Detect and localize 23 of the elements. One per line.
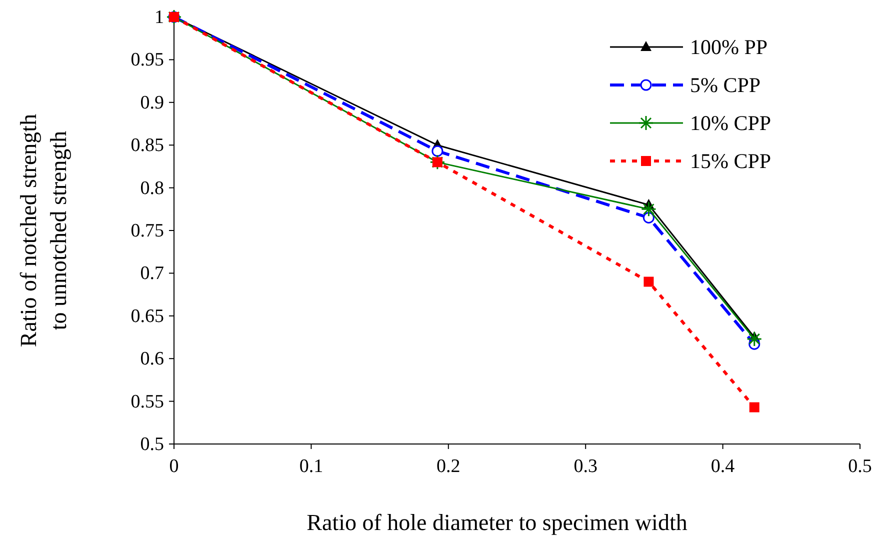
y-tick-label: 0.85 bbox=[130, 135, 164, 156]
x-tick-label: 0.4 bbox=[710, 456, 736, 477]
y-tick-label: 0.7 bbox=[140, 263, 164, 284]
x-tick-label: 0.1 bbox=[299, 456, 324, 477]
x-tick-label: 0 bbox=[169, 456, 179, 477]
y-tick-label: 0.55 bbox=[130, 391, 164, 412]
x-tick-label: 0.5 bbox=[848, 456, 872, 477]
y-tick-label: 1 bbox=[154, 7, 164, 28]
legend-label: 5% CPP bbox=[690, 73, 761, 97]
y-axis-title: Ratio of notched strength to unnotched strength bbox=[16, 113, 71, 348]
y-tick-label: 0.5 bbox=[140, 434, 164, 455]
y-tick-label: 0.95 bbox=[130, 50, 164, 71]
y-tick-label: 0.65 bbox=[130, 306, 164, 327]
legend-label: 100% PP bbox=[690, 35, 768, 59]
y-tick-label: 0.9 bbox=[140, 92, 164, 114]
legend-label: 10% CPP bbox=[690, 111, 772, 135]
x-axis-title: Ratio of hole diameter to specimen width bbox=[306, 510, 688, 535]
legend-label: 15% CPP bbox=[690, 149, 772, 173]
y-tick-label: 0.6 bbox=[140, 348, 164, 370]
y-tick-label: 0.8 bbox=[140, 178, 164, 199]
x-tick-label: 0.3 bbox=[574, 456, 598, 477]
y-tick-label: 0.75 bbox=[130, 220, 164, 242]
x-tick-label: 0.2 bbox=[436, 456, 460, 477]
